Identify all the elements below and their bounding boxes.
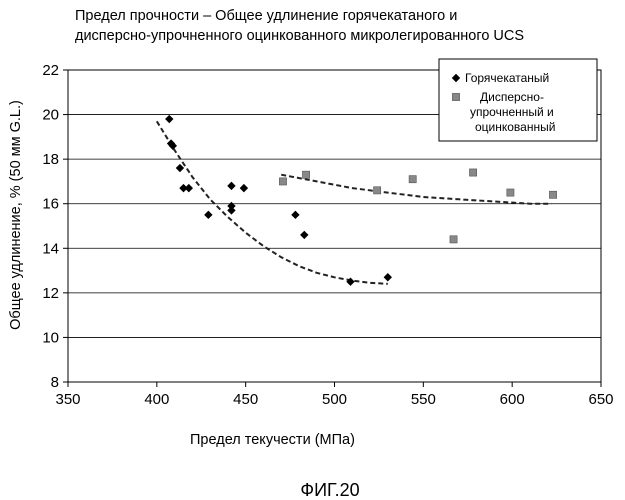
- point-series-0-10: [240, 184, 248, 192]
- grid-lines: [68, 115, 601, 338]
- point-series-0-3: [176, 164, 184, 172]
- legend: Горячекатаный Дисперсно- упрочненный и о…: [439, 59, 597, 141]
- point-series-1-5: [469, 169, 476, 176]
- point-series-0-11: [291, 211, 299, 219]
- y-tick-label-8: 8: [51, 374, 59, 391]
- chart-title-line-1: Предел прочности – Общее удлинение горяч…: [75, 8, 457, 24]
- y-tick-label-10: 10: [42, 329, 59, 346]
- x-tick-label-500: 500: [322, 391, 347, 408]
- legend-label-hot-rolled: Горячекатаный: [465, 71, 549, 85]
- point-series-0-14: [384, 273, 392, 281]
- point-series-1-3: [409, 176, 416, 183]
- y-tick-label-16: 16: [42, 196, 59, 213]
- point-series-1-2: [374, 187, 381, 194]
- y-tick-label-22: 22: [42, 62, 59, 79]
- x-tick-label-600: 600: [500, 391, 525, 408]
- y-axis-ticks: 8 10 12 14 16 18 20 22: [42, 62, 68, 391]
- point-series-1-1: [302, 171, 309, 178]
- y-tick-label-14: 14: [42, 240, 59, 257]
- legend-label-precip-line-3: оцинкованный: [475, 120, 555, 134]
- y-axis-title: Общее удлинение, % (50 мм G.L.): [8, 100, 24, 330]
- point-series-0-7: [227, 182, 235, 190]
- x-axis-title: Предел текучести (МПа): [190, 432, 355, 448]
- x-tick-label-350: 350: [55, 391, 80, 408]
- point-series-0-9: [227, 206, 235, 214]
- legend-label-precip-line-2: упрочненный и: [470, 105, 554, 119]
- chart-title-line-2: дисперсно-упрочненного оцинкованного мик…: [75, 28, 524, 44]
- x-tick-label-450: 450: [233, 391, 258, 408]
- trend-line-series-0: [157, 121, 388, 284]
- y-tick-label-20: 20: [42, 107, 59, 124]
- point-series-1-0: [279, 178, 286, 185]
- legend-marker-precip: [452, 93, 459, 100]
- x-tick-label-400: 400: [144, 391, 169, 408]
- point-series-0-5: [185, 184, 193, 192]
- point-series-1-7: [549, 191, 556, 198]
- point-series-0-12: [300, 231, 308, 239]
- x-tick-label-650: 650: [588, 391, 613, 408]
- trend-lines: [157, 121, 552, 284]
- point-series-1-4: [450, 236, 457, 243]
- point-series-1-6: [507, 189, 514, 196]
- figure-caption: ФИГ.20: [300, 480, 359, 500]
- point-series-0-0: [165, 115, 173, 123]
- point-series-0-6: [204, 211, 212, 219]
- x-tick-label-550: 550: [411, 391, 436, 408]
- y-tick-label-12: 12: [42, 285, 59, 302]
- legend-label-precip-line-1: Дисперсно-: [480, 90, 544, 104]
- x-axis-ticks: 350 400 450 500 550 600 650: [55, 382, 613, 408]
- y-tick-label-18: 18: [42, 151, 59, 168]
